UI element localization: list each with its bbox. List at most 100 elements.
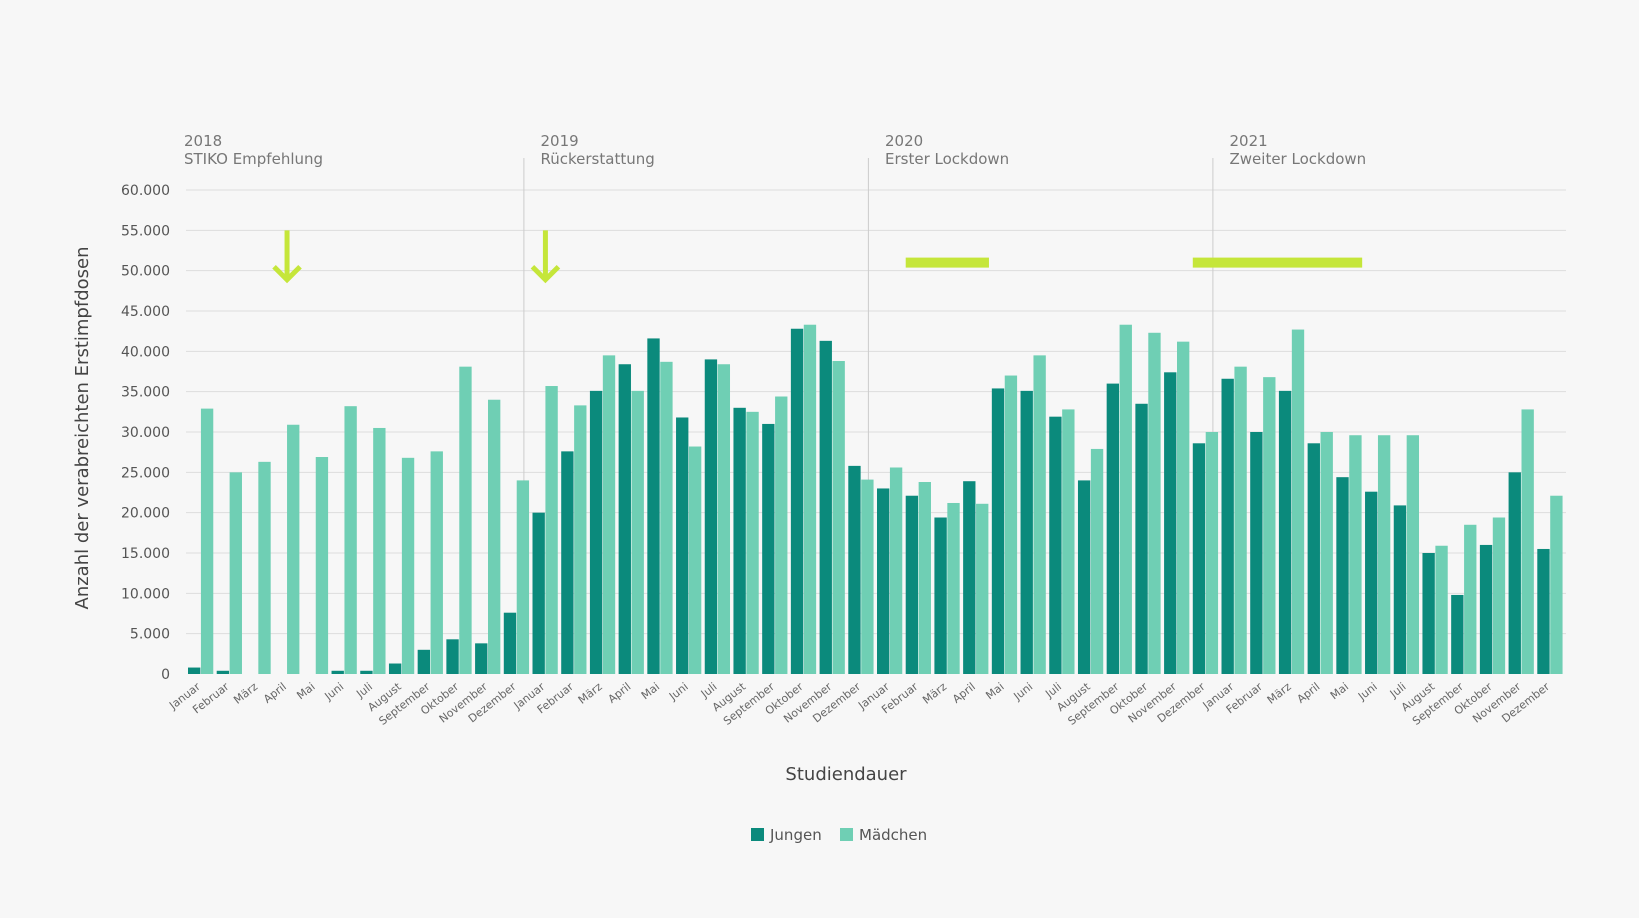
bar-jungen [1077, 480, 1091, 674]
legend-swatch-jungen [751, 828, 764, 841]
bar-jungen [1422, 553, 1435, 674]
bar-jungen [1365, 491, 1378, 674]
bar-jungen [1164, 372, 1177, 674]
bar-jungen [331, 670, 344, 674]
bar-jungen [819, 340, 832, 674]
bar-maedchen [803, 324, 817, 674]
bar-maedchen [488, 399, 501, 674]
legend-label-jungen: Jungen [769, 826, 822, 844]
bar-maedchen [1234, 366, 1247, 674]
bar-jungen [1250, 432, 1263, 674]
bar-jungen [1106, 383, 1120, 674]
bar-maedchen [1033, 355, 1046, 674]
year-event-label: Zweiter Lockdown [1230, 150, 1367, 168]
x-tick-label: Juni [322, 680, 347, 703]
bar-maedchen [229, 472, 242, 674]
bar-maedchen [459, 366, 472, 674]
x-tick-label: Mai [294, 680, 317, 702]
y-tick-label: 30.000 [121, 425, 170, 441]
y-tick-label: 45.000 [121, 304, 170, 320]
x-tick-label: März [1265, 680, 1294, 707]
bar-jungen [790, 328, 804, 674]
year-label: 2019 [541, 132, 579, 150]
year-label: 2018 [184, 132, 222, 150]
bar-maedchen [1177, 341, 1190, 674]
bar-maedchen [889, 467, 903, 674]
bar-jungen [848, 465, 861, 674]
y-tick-label: 55.000 [121, 223, 170, 239]
bar-jungen [877, 488, 890, 674]
x-tick-label: April [606, 680, 634, 706]
bar-maedchen [1492, 517, 1506, 674]
arrow-head [272, 264, 302, 284]
arrow-head [530, 264, 561, 284]
bar-jungen [589, 390, 603, 674]
bar-maedchen [315, 457, 329, 674]
bars [188, 324, 1563, 674]
bar-jungen [647, 338, 660, 674]
arrow-annotation [530, 230, 561, 284]
bar-jungen [963, 481, 976, 674]
bar-jungen [417, 649, 431, 674]
bar-jungen [991, 388, 1005, 674]
bar-maedchen [200, 408, 214, 674]
bar-maedchen [373, 427, 386, 674]
bar-jungen [1508, 472, 1521, 674]
bar-jungen [1221, 378, 1234, 674]
legend-label-maedchen: Mädchen [859, 826, 927, 844]
bar-jungen [1537, 548, 1550, 674]
bar-maedchen [1004, 375, 1018, 674]
bar-maedchen [1205, 432, 1219, 674]
x-tick-label: Juni [1011, 680, 1036, 703]
bar-jungen [1307, 443, 1320, 674]
bar-maedchen [1320, 432, 1333, 674]
bar-jungen [1020, 390, 1033, 674]
bar-maedchen [516, 480, 530, 674]
bar-jungen [1479, 544, 1493, 674]
x-tick-label: April [1295, 680, 1323, 706]
bar-maedchen [947, 502, 960, 674]
bar-maedchen [660, 361, 673, 674]
bar-maedchen [258, 461, 271, 674]
bar-maedchen [1148, 332, 1161, 674]
bar-maedchen [717, 364, 731, 674]
bar-maedchen [918, 482, 931, 674]
bar-maedchen [1062, 409, 1075, 674]
gridlines [186, 189, 1566, 635]
bar-maedchen [976, 503, 989, 674]
bar-jungen [1278, 390, 1292, 674]
bar-maedchen [832, 361, 845, 674]
bar-jungen [475, 643, 488, 674]
bar-maedchen [545, 386, 558, 674]
x-tick-label: März [920, 680, 949, 707]
bar-maedchen [1263, 377, 1276, 674]
y-tick-label: 10.000 [121, 586, 170, 602]
bar-jungen [905, 495, 919, 674]
bar-maedchen [574, 405, 587, 674]
bar-jungen [1049, 416, 1062, 674]
legend: Jungen Mädchen [751, 826, 927, 844]
bar-jungen [360, 670, 373, 674]
x-tick-label: Juni [1355, 680, 1380, 703]
bar-maedchen [1090, 448, 1104, 674]
year-label: 2020 [885, 132, 923, 150]
y-tick-label: 35.000 [121, 385, 170, 401]
bar-jungen [446, 639, 459, 674]
x-tick-label: April [261, 680, 289, 706]
x-tick-label: Mai [639, 680, 662, 702]
x-tick-label: Juni [666, 680, 691, 703]
year-event-label: STIKO Empfehlung [184, 150, 323, 168]
bar-jungen [1393, 505, 1407, 674]
x-tick-label: März [231, 680, 260, 707]
bar-jungen [733, 407, 746, 674]
x-axis-title: Studiendauer [785, 764, 907, 785]
bar-jungen [934, 517, 947, 674]
x-tick-label: Mai [983, 680, 1006, 702]
bar-jungen [388, 663, 402, 674]
bar-jungen [1192, 443, 1206, 674]
bar-maedchen [1349, 435, 1362, 674]
y-tick-label: 0 [161, 667, 170, 683]
y-tick-label: 50.000 [121, 264, 170, 280]
